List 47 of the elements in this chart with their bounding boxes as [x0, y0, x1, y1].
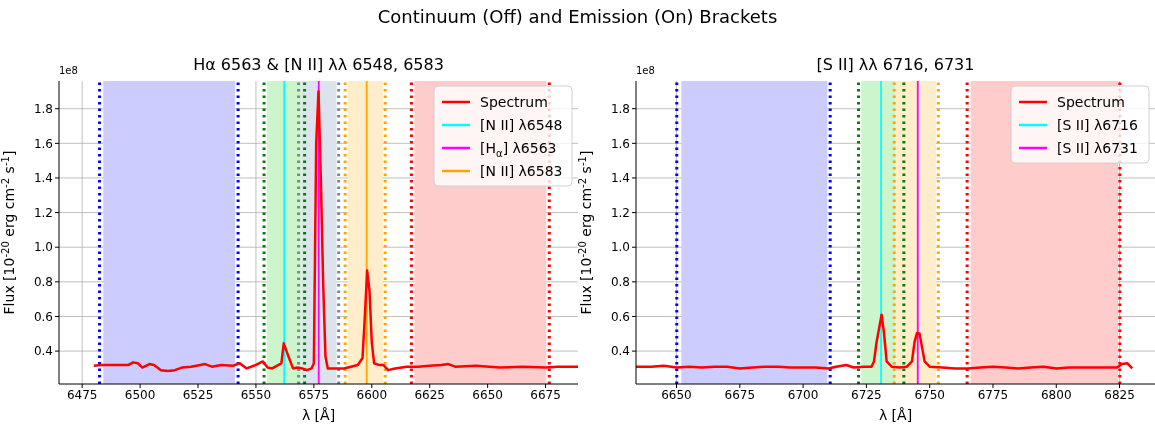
- y-tick-label: 0.6: [610, 309, 630, 324]
- text: 1e8: [59, 65, 78, 76]
- text: 1e8: [636, 65, 655, 76]
- text: Continuum (Off) and Emission (On) Brackets: [376, 6, 779, 27]
- chart-title: [S II] λλ 6716, 6731: [816, 55, 975, 74]
- x-tick-label: 6575: [298, 387, 330, 402]
- y-tick-label: 0.4: [33, 344, 53, 359]
- y-tick-label: 1.2: [610, 205, 630, 220]
- legend-label: [N II] λ6583: [480, 163, 563, 179]
- y-tick-label: 1.6: [33, 136, 53, 151]
- legend-label: [S II] λ6731: [1057, 140, 1138, 156]
- x-tick-label: 6650: [472, 387, 503, 402]
- x-tick-label: 6825: [1104, 387, 1135, 402]
- chart-title: Hα 6563 & [N II] λλ 6548, 6583: [193, 55, 444, 74]
- y-tick-label: 1.4: [33, 171, 53, 186]
- legend-label: [N II] λ6548: [480, 117, 563, 133]
- x-tick-label: 6650: [661, 387, 692, 402]
- y-tick-label: 0.4: [610, 344, 630, 359]
- y-tick-label: 0.6: [33, 309, 53, 324]
- x-tick-label: 6475: [66, 387, 98, 402]
- x-axis-title: λ [Å]: [301, 407, 336, 423]
- legend-label: Spectrum: [1057, 94, 1125, 110]
- x-tick-label: 6675: [724, 387, 756, 402]
- y-tick-label: 1.2: [33, 205, 53, 220]
- y-tick-label: 1.8: [610, 101, 630, 116]
- x-tick-label: 6775: [977, 387, 1009, 402]
- x-tick-label: 6525: [182, 387, 214, 402]
- y-tick-label: 0.8: [610, 275, 630, 290]
- x-tick-label: 6625: [414, 387, 445, 402]
- x-tick-label: 6550: [240, 387, 272, 402]
- y-tick-label: 1.8: [33, 101, 53, 116]
- x-tick-label: 6800: [1040, 387, 1072, 402]
- x-tick-label: 6500: [124, 387, 156, 402]
- legend-label: [S II] λ6716: [1057, 117, 1138, 133]
- x-tick-label: 6725: [851, 387, 882, 402]
- y-tick-label: 1.0: [33, 240, 53, 255]
- legend-label: [H$_{α}$] λ6563: [480, 140, 557, 159]
- y-tick-label: 1.6: [610, 136, 630, 151]
- x-tick-label: 6700: [787, 387, 819, 402]
- x-tick-label: 6675: [530, 387, 561, 402]
- x-tick-label: 6600: [356, 387, 388, 402]
- y-tick-label: 1.0: [610, 240, 630, 255]
- y-tick-label: 1.4: [610, 171, 630, 186]
- y-tick-label: 0.8: [33, 275, 53, 290]
- x-tick-label: 6750: [914, 387, 945, 402]
- legend-label: Spectrum: [480, 94, 548, 110]
- x-axis-title: λ [Å]: [878, 407, 913, 423]
